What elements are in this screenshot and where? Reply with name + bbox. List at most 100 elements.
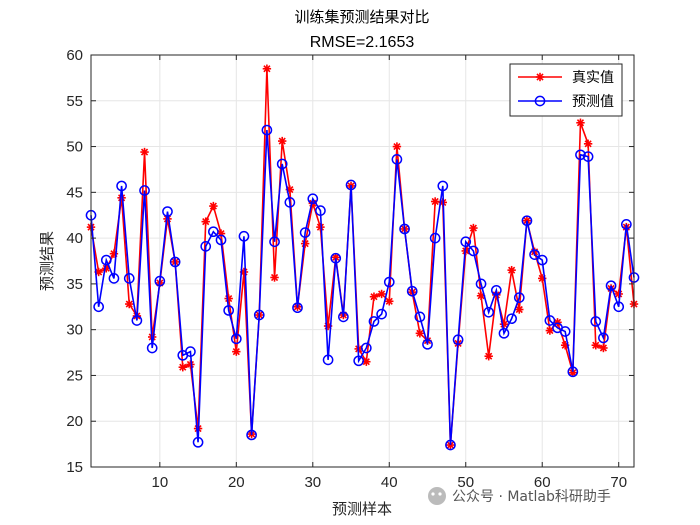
data-point-pred [154,275,166,287]
data-point-pred [123,273,135,284]
data-point-pred [521,215,533,227]
y-tick-label: 15 [66,459,83,476]
data-point-pred [544,315,556,326]
data-point-pred [238,230,250,242]
data-point-pred [330,252,342,264]
data-point-pred [621,219,632,230]
series-line-pred [90,130,635,446]
data-point-pred [108,273,120,284]
data-point-pred [483,306,495,318]
data-point-true [377,289,386,299]
data-point-pred [383,276,395,288]
data-point-true [232,347,241,356]
y-tick-label: 35 [66,276,83,293]
data-point-pred [338,311,349,323]
data-point-pred [360,342,372,354]
data-point-pred [292,302,303,314]
y-tick-label: 25 [66,367,83,384]
data-point-pred [613,301,625,313]
data-point-true [599,343,608,353]
data-point-pred [208,226,219,238]
data-point-pred [276,158,288,170]
data-point-pred [353,355,365,367]
plot-area [91,55,634,467]
data-point-pred [490,284,502,296]
chart-subtitle: RMSE=2.1653 [310,34,415,51]
x-tick-label: 40 [381,474,398,491]
data-point-pred [391,154,403,165]
data-point-pred [253,309,265,321]
data-point-true [277,136,287,146]
data-point-true [117,193,126,203]
data-point-pred [559,326,571,337]
data-point-true [576,118,585,127]
data-point-true [507,265,516,275]
watermark: 公众号 · Matlab科研助手 [428,487,611,505]
data-point-true [300,239,310,248]
data-point-true [209,201,218,211]
data-point-true [515,305,524,314]
data-point-true [102,264,111,273]
legend-label-true: 真实值 [572,70,614,86]
data-point-true [484,352,493,361]
data-point-pred [162,206,173,217]
data-point-true [186,360,195,369]
x-tick-label: 10 [151,474,168,491]
legend-label-pred: 预测值 [572,94,614,110]
data-point-true [553,318,562,327]
data-point-pred [598,332,609,344]
data-point-pred [506,313,517,325]
data-point-pred [246,429,257,441]
x-axis-title: 预测样本 [332,500,392,518]
data-point-pred [223,305,235,316]
data-point-pred [131,315,143,326]
data-point-true [392,142,402,151]
data-point-pred [322,354,334,366]
data-point-pred [146,342,158,354]
data-point-true [430,197,440,206]
data-point-pred [414,311,426,323]
data-point-true [469,223,478,233]
data-point-pred [536,254,548,266]
y-tick-label: 55 [66,93,83,110]
data-point-true [415,329,425,338]
x-tick-label: 50 [457,474,474,491]
legend-markers [518,72,562,107]
data-point-pred [567,366,579,378]
x-tick-label: 60 [534,474,551,491]
data-point-pred [139,185,150,196]
data-point-true [545,326,555,335]
data-point-pred [315,205,326,216]
x-tick-label: 30 [304,474,321,491]
y-tick-label: 50 [66,139,83,156]
data-point-pred [192,436,204,448]
data-point-pred [230,333,242,345]
data-point-pred [429,232,441,244]
watermark-text: 公众号 · Matlab科研助手 [452,489,611,505]
data-point-true [178,363,187,372]
wechat-icon-eye-right [438,492,442,496]
data-point-pred [452,334,464,346]
data-point-pred [269,236,280,248]
data-point-true [591,341,600,350]
y-tick-label: 60 [66,47,83,64]
x-tick-label: 70 [610,474,627,491]
legend: 真实值 预测值 [509,63,623,117]
data-point-pred [590,316,602,327]
data-point-pred [345,179,357,191]
y-tick-label: 40 [66,230,83,247]
data-point-true [140,147,149,157]
data-point-true [369,292,379,301]
data-point-pred [100,254,112,266]
data-point-pred [406,285,418,297]
legend-marker-true [535,72,545,82]
data-point-pred [261,124,273,136]
wechat-icon-eye-left [431,492,435,496]
y-axis-title: 预测结果 [38,231,56,291]
data-point-pred [299,227,311,238]
data-point-true [583,139,593,149]
data-point-pred [116,180,127,192]
data-point-pred [93,301,104,313]
